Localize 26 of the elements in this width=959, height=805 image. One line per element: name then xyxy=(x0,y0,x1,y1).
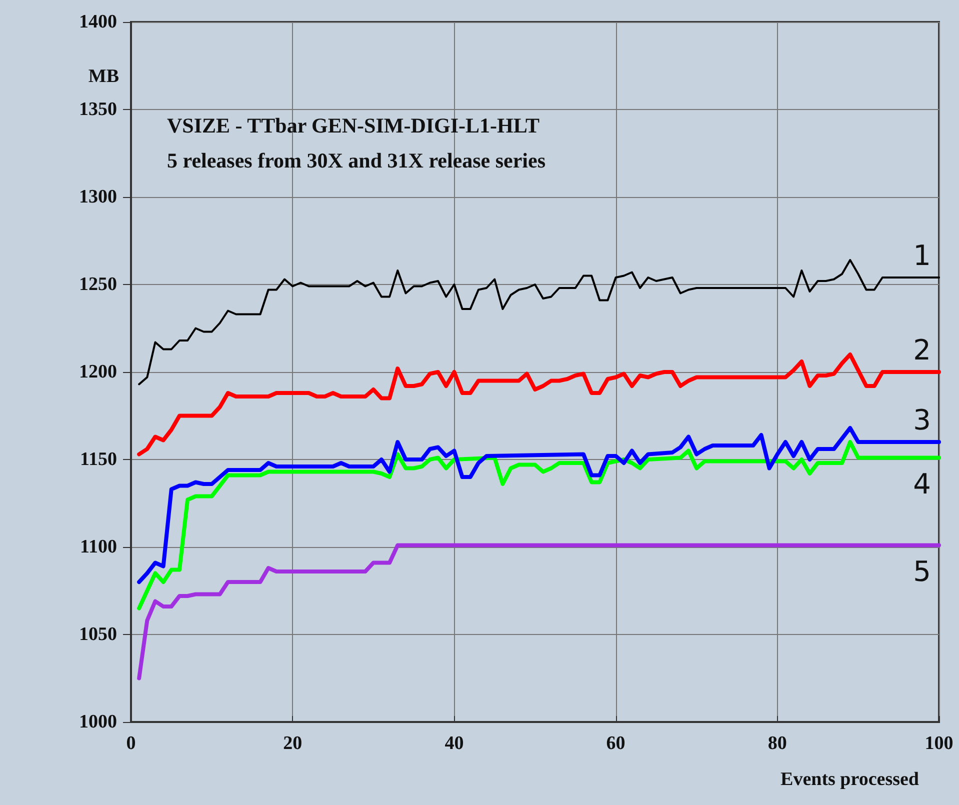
x-tick-label: 0 xyxy=(126,733,136,754)
series-label: 2 xyxy=(913,334,931,366)
line-series xyxy=(137,440,941,610)
series-label: 4 xyxy=(913,467,931,500)
series-label: 5 xyxy=(913,554,931,588)
series-label: 3 xyxy=(913,404,931,436)
y-tick-label: 1350 xyxy=(79,99,117,120)
x-tick-label: 80 xyxy=(768,733,787,754)
y-tick-label: 1050 xyxy=(79,624,117,645)
y-axis-title: MB xyxy=(88,66,120,87)
y-tick-label: 1300 xyxy=(79,186,117,208)
line-series xyxy=(137,543,941,680)
x-tick-label: 40 xyxy=(444,733,464,754)
x-axis-title: Events processed xyxy=(780,769,920,790)
y-tick-label: 1400 xyxy=(79,12,117,32)
x-tick-label: 100 xyxy=(924,733,954,754)
x-tick-label: 20 xyxy=(283,733,302,754)
text: 5 releases from 30X and 31X release series xyxy=(167,148,546,172)
y-tick-label: 1150 xyxy=(80,449,117,470)
text: VSIZE - TTbar GEN-SIM-DIGI-L1-HLT xyxy=(167,114,540,138)
y-tick-label: 1200 xyxy=(79,362,117,382)
y-tick-label: 1000 xyxy=(79,712,117,732)
series-label: 1 xyxy=(913,239,931,272)
y-tick-label: 1100 xyxy=(80,536,117,558)
x-tick-label: 60 xyxy=(606,733,626,754)
y-tick-label: 1250 xyxy=(79,274,117,295)
